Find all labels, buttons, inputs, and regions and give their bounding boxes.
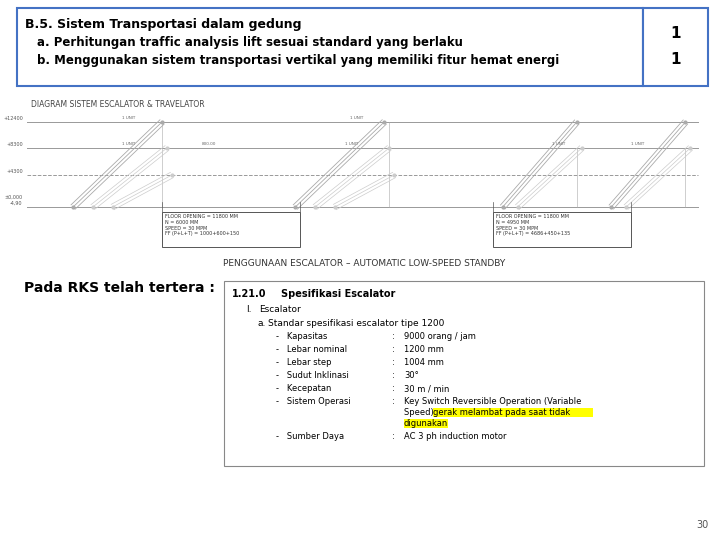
Text: 1 UNIT: 1 UNIT [552,142,565,146]
Text: Pada RKS telah tertera :: Pada RKS telah tertera : [24,281,215,295]
Text: 1.21.0: 1.21.0 [232,289,266,299]
Text: PENGGUNAAN ESCALATOR – AUTOMATIC LOW-SPEED STANDBY: PENGGUNAAN ESCALATOR – AUTOMATIC LOW-SPE… [223,259,505,268]
Text: 1: 1 [670,26,681,41]
Text: Key Switch Reversible Operation (Variable: Key Switch Reversible Operation (Variabl… [404,397,581,406]
Text: +12400: +12400 [3,116,23,121]
Text: 800.00: 800.00 [202,142,216,146]
Text: FLOOR OPENING = 11800 MM
N = 4950 MM
SPEED = 30 MPM
FF (P+L+T) = 4686+450+135: FLOOR OPENING = 11800 MM N = 4950 MM SPE… [496,214,570,237]
Text: B.5. Sistem Transportasi dalam gedung: B.5. Sistem Transportasi dalam gedung [24,18,301,31]
Bar [493,212,631,247]
Text: :: : [392,371,395,380]
Text: Standar spesifikasi escalator tipe 1200: Standar spesifikasi escalator tipe 1200 [268,319,444,328]
Text: 1 UNIT: 1 UNIT [345,142,358,146]
Text: 1 UNIT: 1 UNIT [631,142,644,146]
Text: 1: 1 [670,52,681,67]
Text: -   Kapasitas: - Kapasitas [276,332,327,341]
Bar [643,8,708,86]
Text: 1 UNIT: 1 UNIT [122,142,136,146]
Text: DIAGRAM SISTEM ESCALATOR & TRAVELATOR: DIAGRAM SISTEM ESCALATOR & TRAVELATOR [31,100,204,109]
Text: a.: a. [258,319,266,328]
Text: :: : [392,384,395,393]
Text: I.: I. [246,305,251,314]
Text: :: : [392,358,395,367]
Text: 30°: 30° [404,371,419,380]
Text: 1200 mm: 1200 mm [404,345,444,354]
Bar [162,212,300,247]
Text: -   Lebar nominal: - Lebar nominal [276,345,347,354]
Text: +8300: +8300 [6,142,23,147]
Text: -   Kecepatan: - Kecepatan [276,384,331,393]
Text: Escalator: Escalator [258,305,300,314]
Text: :: : [392,432,395,441]
Text: 30 m / min: 30 m / min [404,384,449,393]
Bar [433,408,593,416]
Text: :: : [392,332,395,341]
Text: Spesifikasi Escalator: Spesifikasi Escalator [282,289,396,299]
Text: b. Menggunakan sistem transportasi vertikal yang memiliki fitur hemat energi: b. Menggunakan sistem transportasi verti… [37,54,559,67]
Text: 1 UNIT: 1 UNIT [122,116,136,120]
Text: -   Sistem Operasi: - Sistem Operasi [276,397,351,406]
Text: :: : [392,345,395,354]
Text: -   Lebar step: - Lebar step [276,358,331,367]
Text: +4300: +4300 [6,169,23,174]
Text: digunakan: digunakan [404,419,449,428]
Text: -   Sumber Daya: - Sumber Daya [276,432,343,441]
Text: 1004 mm: 1004 mm [404,358,444,367]
Text: 30: 30 [696,520,708,530]
Text: -   Sudut Inklinasi: - Sudut Inklinasi [276,371,348,380]
Bar [17,8,643,86]
Bar [224,281,704,466]
Text: gerak melambat pada saat tidak: gerak melambat pada saat tidak [433,408,570,417]
Bar [404,418,449,428]
Text: ±0,000
-4,90: ±0,000 -4,90 [4,195,23,206]
Text: Speed),: Speed), [404,408,439,417]
Text: :: : [392,397,395,406]
Text: a. Perhitungan traffic analysis lift sesuai standard yang berlaku: a. Perhitungan traffic analysis lift ses… [37,36,462,49]
Text: FLOOR OPENING = 11800 MM
N = 6000 MM
SPEED = 30 MPM
FF (P+L+T) = 1000+600+150: FLOOR OPENING = 11800 MM N = 6000 MM SPE… [165,214,239,237]
Text: 1 UNIT: 1 UNIT [350,116,363,120]
Text: AC 3 ph induction motor: AC 3 ph induction motor [404,432,506,441]
Text: 9000 orang / jam: 9000 orang / jam [404,332,476,341]
